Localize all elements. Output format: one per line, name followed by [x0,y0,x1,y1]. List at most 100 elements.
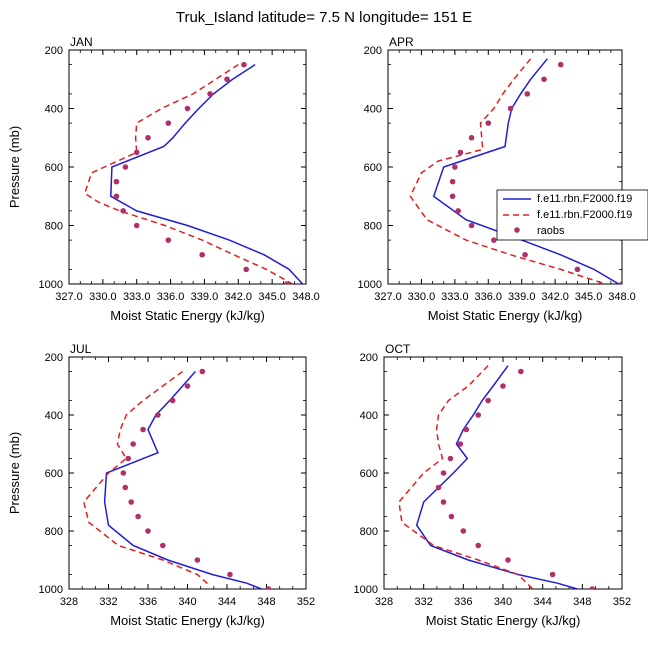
y-tick-label: 600 [364,162,382,174]
raobs-point [207,91,213,97]
raobs-point [120,208,126,214]
raobs-point [122,484,129,491]
y-tick-label: 200 [360,352,378,364]
raobs-point [455,208,462,214]
x-axis-label: Moist Static Energy (kJ/kg) [110,308,265,323]
raobs-point [199,368,206,375]
legend-swatch-marker [514,227,520,233]
raobs-point [468,134,475,141]
series-line-solid [103,371,262,589]
y-tick-label: 1000 [358,279,382,291]
x-tick-label: 352 [297,596,315,608]
x-axis-label: Moist Static Energy (kJ/kg) [428,308,583,323]
raobs-point [449,193,456,200]
figure-title: Truk_Island latitude= 7.5 N longitude= 1… [176,9,472,26]
raobs-point [485,120,492,126]
x-tick-label: 340 [178,596,196,608]
x-tick-label: 336 [454,596,472,608]
legend-label: f.e11.rbn.F2000.f19 [537,209,632,221]
y-tick-label: 1000 [39,584,63,596]
y-tick-label: 600 [45,468,63,480]
y-tick-label: 400 [45,104,63,116]
x-tick-label: 330.0 [89,291,117,303]
raobs-point [468,222,475,229]
raobs-point [284,281,290,284]
x-tick-label: 348.0 [608,291,636,303]
x-tick-label: 342.0 [225,291,253,303]
raobs-point [145,134,151,141]
plot-frame [383,356,623,590]
x-tick-label: 348 [257,596,275,608]
raobs-point [122,164,129,170]
panel-apr: APR 327.0 330.0 333.0 336.0 339.0 342.0 345.0 34… [358,35,636,323]
raobs-point [475,412,482,418]
raobs-point [169,397,176,404]
raobs-point [435,484,442,491]
x-tick-label: 344 [218,596,236,608]
series-line-dashed [82,370,211,587]
raobs-point [155,412,161,418]
raobs-point [184,383,191,389]
x-tick-label: 327.0 [55,291,83,303]
raobs-point [130,441,136,447]
panel-title: JAN [70,35,93,49]
raobs-point [125,455,132,462]
raobs-point [135,513,141,520]
raobs-point [619,281,622,284]
x-tick-label: 336.0 [475,291,503,303]
x-tick-label: 332 [99,596,117,608]
panel-title: APR [389,35,414,49]
x-axis-label: Moist Static Energy (kJ/kg) [110,613,265,628]
legend: f.e11.rbn.F2000.f19 f.e11.rbn.F2000.f19 ra… [496,189,648,241]
raobs-point [574,266,581,273]
raobs-point [184,105,191,112]
raobs-point [460,528,467,534]
series-line-solid [110,63,304,284]
x-tick-label: 345.0 [258,291,286,303]
raobs-point [475,542,482,549]
raobs-point [120,470,127,476]
plot-area [82,368,272,589]
x-tick-label: 339.0 [191,291,219,303]
raobs-point [541,76,547,83]
y-tick-label: 1000 [39,279,63,291]
y-tick-label: 1000 [354,584,378,596]
y-axis-label: Pressure (mb) [7,126,22,208]
x-tick-label: 336.0 [157,291,185,303]
raobs-point [224,76,230,83]
x-tick-label: 327.0 [374,291,402,303]
raobs-point [160,542,166,549]
raobs-point [500,383,506,389]
y-tick-label: 600 [360,468,378,480]
raobs-point [448,513,455,520]
raobs-point [524,91,531,97]
series-line-dashed [83,63,293,284]
x-tick-label: 339.0 [508,291,536,303]
raobs-point [128,499,135,505]
panel-oct: OCT 328 332 336 340 344 348 352 200 400 600 800 1000… [354,342,632,628]
plot-area [83,61,304,284]
y-tick-label: 600 [45,162,63,174]
raobs-point [505,557,511,563]
y-tick-label: 200 [364,45,382,57]
x-tick-label: 352 [613,596,631,608]
x-tick-label: 344 [533,596,551,608]
raobs-point [440,499,447,505]
raobs-point [507,105,514,112]
x-tick-label: 345.0 [575,291,603,303]
raobs-point [145,528,151,534]
legend-label: raobs [537,225,565,237]
y-axis-label: Pressure (mb) [7,432,22,514]
raobs-point [113,178,120,185]
raobs-point [457,441,464,447]
raobs-point [452,164,458,170]
raobs-point [241,61,247,68]
x-tick-label: 333.0 [123,291,151,303]
x-axis-label: Moist Static Energy (kJ/kg) [426,613,581,628]
panel-jan: JAN 327.0 330.0 333.0 336.0 339.0 342.0 345.0 34… [7,35,320,323]
series-line-dashed [398,365,534,589]
y-tick-label: 400 [45,410,63,422]
raobs-point [589,586,596,589]
y-tick-label: 800 [45,221,63,233]
